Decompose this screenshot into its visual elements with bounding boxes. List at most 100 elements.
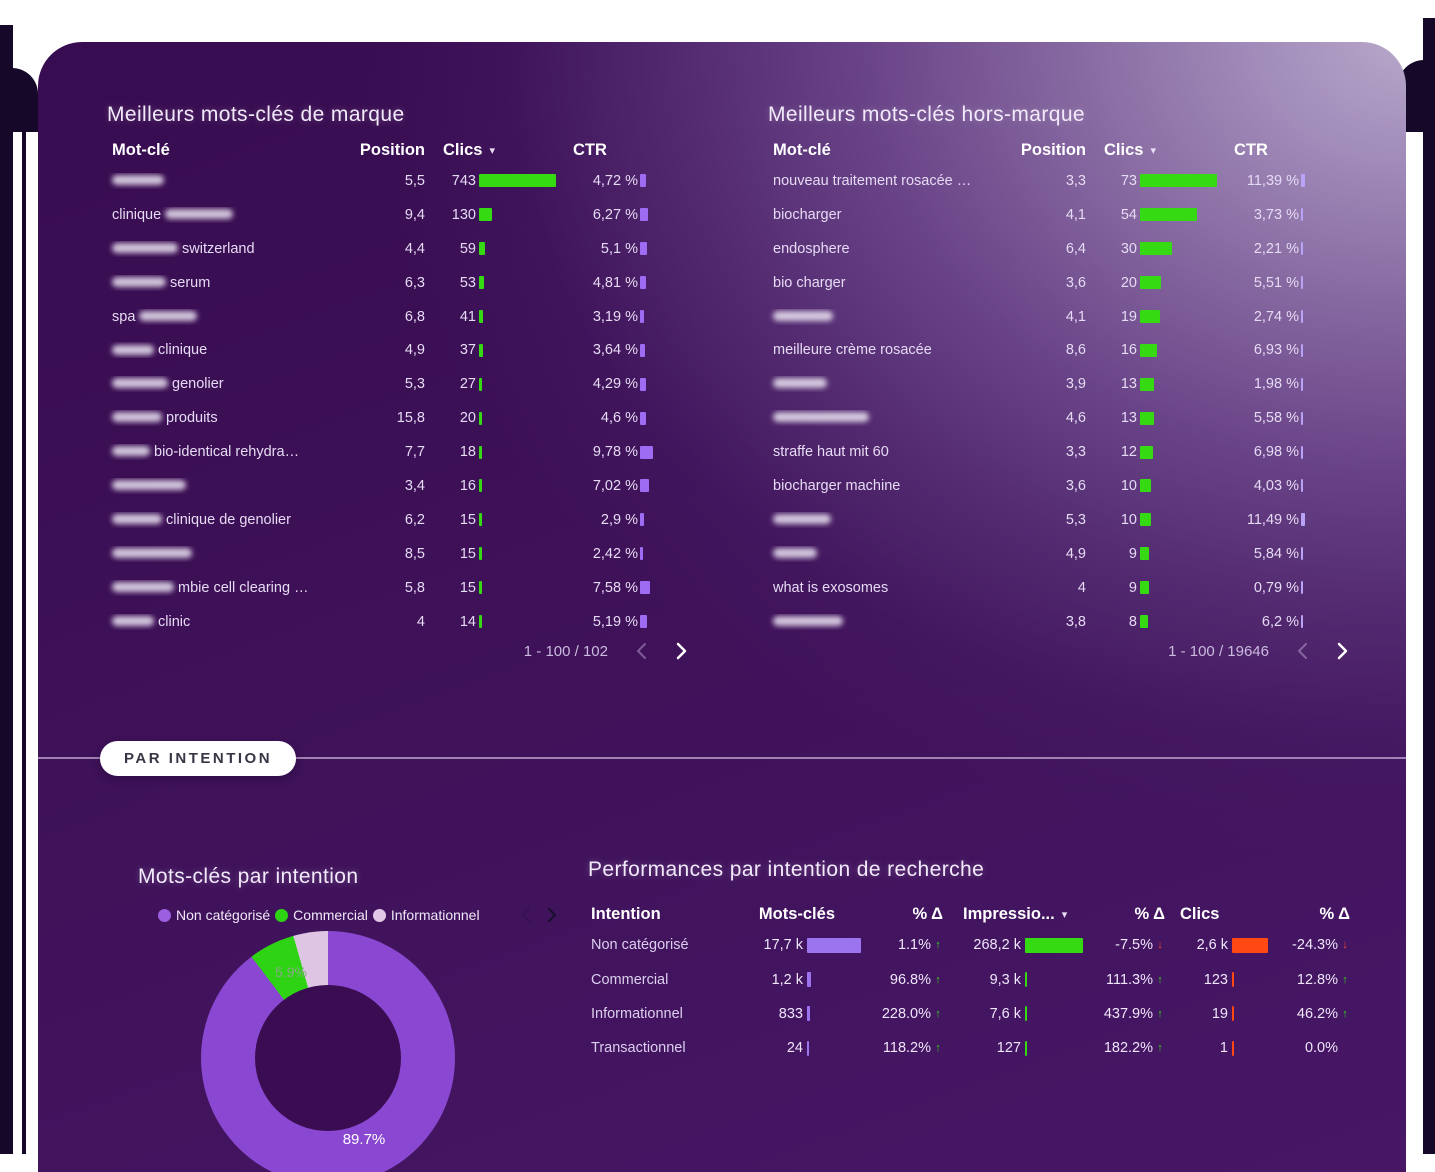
ctr-bar xyxy=(640,479,649,492)
brand-table-header: Mot-clé Position Clics▾ CTR xyxy=(107,140,660,160)
keyword-cell[interactable]: switzerland xyxy=(107,241,357,257)
impressions-value: 7,6 k xyxy=(943,1006,1021,1022)
up-arrow-icon: ↑ xyxy=(1155,974,1165,986)
legend-item[interactable]: Commercial xyxy=(275,907,368,923)
keyword-cell[interactable]: clinique xyxy=(107,342,357,358)
ctr-bar xyxy=(1301,547,1303,560)
keyword-cell[interactable] xyxy=(768,614,1018,630)
keyword-cell[interactable]: bio-identical rehydra… xyxy=(107,444,357,460)
keyword-cell[interactable]: straffe haut mit 60 xyxy=(768,444,1018,460)
col-header-keywords[interactable]: Mots-clés xyxy=(753,905,878,924)
keyword-cell[interactable]: spa xyxy=(107,309,357,325)
ctr-bar xyxy=(1301,174,1305,187)
clicks-bar-zone xyxy=(1137,446,1228,459)
col-header-clicks[interactable]: Clics▾ xyxy=(425,141,567,160)
prev-page-icon[interactable] xyxy=(1296,642,1309,660)
redacted-keyword-blur xyxy=(112,345,154,355)
keywords-value: 24 xyxy=(753,1040,803,1056)
keyword-cell[interactable]: produits xyxy=(107,410,357,426)
next-page-icon[interactable] xyxy=(675,642,688,660)
keyword-cell[interactable]: biocharger xyxy=(768,207,1018,223)
next-page-icon[interactable] xyxy=(1336,642,1349,660)
keyword-cell[interactable]: biocharger machine xyxy=(768,478,1018,494)
redacted-keyword-blur xyxy=(112,243,178,253)
ctr-bar-zone xyxy=(638,344,660,357)
col-header-clicks[interactable]: Clics xyxy=(1165,905,1288,924)
position-value: 3,6 xyxy=(1018,275,1086,291)
ctr-bar-zone xyxy=(1299,310,1321,323)
legend-prev-icon[interactable] xyxy=(520,907,532,923)
impressions-bar xyxy=(1025,1041,1027,1056)
keyword-cell[interactable]: what is exosomes xyxy=(768,580,1018,596)
keyword-cell[interactable]: serum xyxy=(107,275,357,291)
legend-item[interactable]: Non catégorisé xyxy=(158,907,270,923)
col-header-ctr[interactable]: CTR xyxy=(567,141,660,160)
impressions-delta: 182.2%↑ xyxy=(1098,1040,1165,1056)
clicks-value: 16 xyxy=(1086,342,1137,358)
clicks-bar xyxy=(1140,276,1161,289)
keyword-cell[interactable] xyxy=(768,376,1018,392)
legend-next-icon[interactable] xyxy=(546,907,558,923)
col-header-keyword[interactable]: Mot-clé xyxy=(768,141,1018,160)
clicks-bar xyxy=(1140,547,1149,560)
prev-page-icon[interactable] xyxy=(635,642,648,660)
col-header-position[interactable]: Position xyxy=(357,141,425,160)
ctr-bar xyxy=(640,446,653,459)
legend-item[interactable]: Informationnel xyxy=(373,907,480,923)
col-header-keyword[interactable]: Mot-clé xyxy=(107,141,357,160)
position-value: 3,9 xyxy=(1018,376,1086,392)
keyword-cell[interactable] xyxy=(768,512,1018,528)
ctr-bar xyxy=(1301,615,1303,628)
keyword-cell[interactable] xyxy=(768,410,1018,426)
clicks-bar xyxy=(1140,513,1151,526)
ctr-bar-zone xyxy=(1299,242,1321,255)
ctr-bar xyxy=(1301,208,1303,221)
sort-caret-icon: ▾ xyxy=(1062,909,1068,921)
keyword-cell[interactable]: mbie cell clearing … xyxy=(107,580,357,596)
ctr-bar xyxy=(1301,310,1303,323)
col-header-position[interactable]: Position xyxy=(1018,141,1086,160)
clicks-bar xyxy=(1140,412,1154,425)
ctr-value: 6,93 % xyxy=(1228,342,1299,358)
keyword-cell[interactable]: endosphere xyxy=(768,241,1018,257)
par-intention-pill[interactable]: PAR INTENTION xyxy=(100,741,296,776)
ctr-bar xyxy=(1301,276,1303,289)
clicks-bar-zone xyxy=(476,310,567,323)
keyword-cell[interactable] xyxy=(107,478,357,494)
col-header-impressions[interactable]: Impressio...▾ xyxy=(943,905,1098,924)
keyword-cell[interactable]: genolier xyxy=(107,376,357,392)
ctr-value: 5,1 % xyxy=(567,241,638,257)
col-header-clicks[interactable]: Clics▾ xyxy=(1086,141,1228,160)
position-value: 7,7 xyxy=(357,444,425,460)
keyword-cell[interactable]: clinic xyxy=(107,614,357,630)
keyword-cell[interactable]: clinique xyxy=(107,207,357,223)
position-value: 6,8 xyxy=(357,309,425,325)
sort-caret-icon: ▾ xyxy=(489,145,495,157)
delta-value: 0.0% xyxy=(1305,1040,1338,1056)
clicks-value: 53 xyxy=(425,275,476,291)
impressions-value: 9,3 k xyxy=(943,972,1021,988)
ctr-bar-zone xyxy=(638,378,660,391)
page-edge-left-corner xyxy=(8,68,38,132)
clicks-bar xyxy=(1140,479,1151,492)
col-header-ctr[interactable]: CTR xyxy=(1228,141,1321,160)
keyword-cell[interactable]: meilleure crème rosacée xyxy=(768,342,1018,358)
keyword-cell[interactable] xyxy=(768,309,1018,325)
clicks-bar-zone xyxy=(1137,310,1228,323)
position-value: 3,3 xyxy=(1018,173,1086,189)
keyword-cell[interactable]: clinique de genolier xyxy=(107,512,357,528)
ctr-bar-zone xyxy=(1299,208,1321,221)
keyword-cell[interactable]: nouveau traitement rosacée … xyxy=(768,173,1018,189)
keyword-cell[interactable] xyxy=(107,546,357,562)
keyword-cell[interactable] xyxy=(768,546,1018,562)
clicks-bar-zone xyxy=(1228,972,1288,987)
keyword-cell[interactable] xyxy=(107,173,357,189)
keyword-cell[interactable]: bio charger xyxy=(768,275,1018,291)
position-value: 6,4 xyxy=(1018,241,1086,257)
